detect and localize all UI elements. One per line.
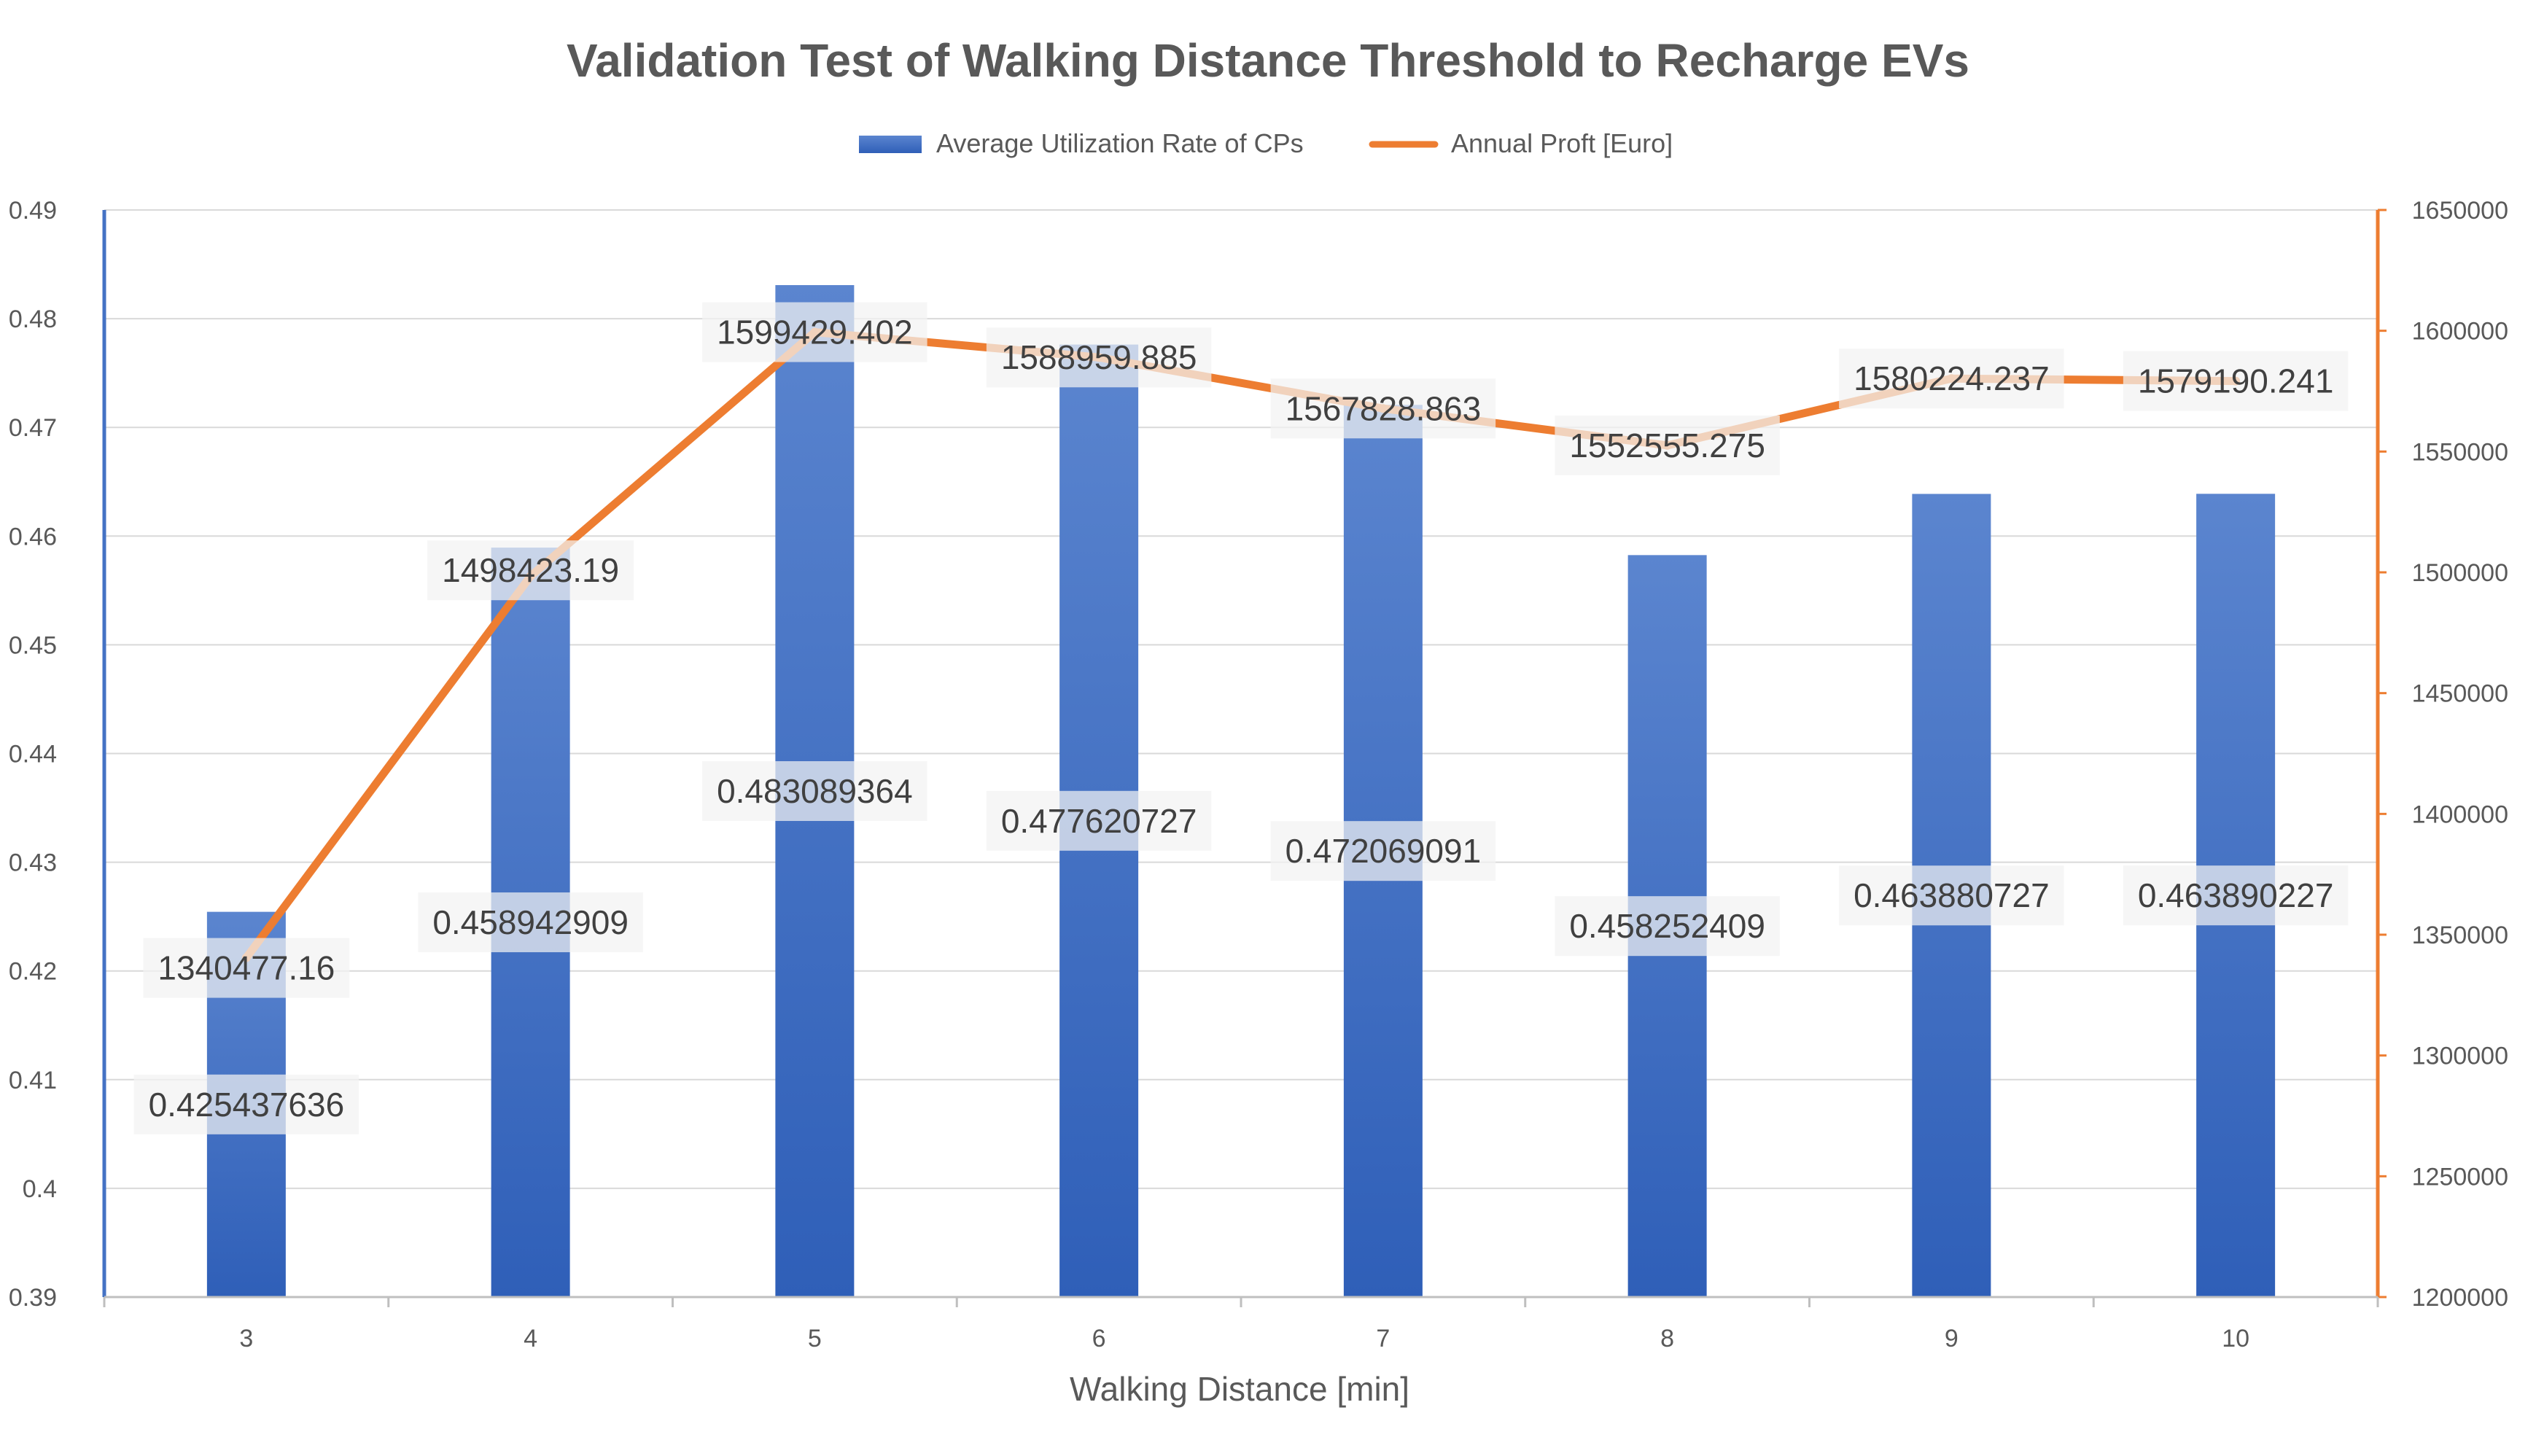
- line-data-label-bg: [1555, 415, 1780, 475]
- bar-data-label: 0.425437636: [149, 1086, 345, 1124]
- bar-data-label-bg: [418, 892, 643, 953]
- y-tick-label: 0.49: [9, 197, 57, 225]
- line-data-label-bg: [427, 540, 634, 601]
- bar-data-label: 0.463890227: [2138, 876, 2334, 914]
- y2-tick-label: 1500000: [2412, 559, 2508, 587]
- legend-label-utilization: Average Utilization Rate of CPs: [936, 128, 1304, 158]
- bar-data-label-bg: [702, 761, 927, 822]
- y-tick-label: 0.44: [9, 741, 57, 768]
- line-data-label: 1579190.241: [2138, 362, 2334, 400]
- y-tick-label: 0.48: [9, 305, 57, 333]
- x-tick-label: 5: [808, 1325, 822, 1352]
- x-tick-label: 6: [1092, 1325, 1106, 1352]
- line-data-label: 1567828.863: [1285, 389, 1482, 427]
- y-tick-label: 0.45: [9, 631, 57, 659]
- x-axis-ticks: 3 4 5 6 7 8 9 10: [239, 1325, 2249, 1352]
- bar-data-label-bg: [1555, 896, 1780, 957]
- y-tick-label: 0.4: [23, 1175, 57, 1203]
- line-data-label-bg: [2123, 351, 2349, 411]
- y2-tick-label: 1400000: [2412, 801, 2508, 828]
- axes: [102, 210, 2380, 1307]
- legend-label-profit: Annual Proft [Euro]: [1451, 128, 1673, 158]
- y2-tick-label: 1250000: [2412, 1163, 2508, 1191]
- y-tick-label: 0.42: [9, 958, 57, 986]
- x-tick-label: 4: [524, 1325, 537, 1352]
- y2-tick-label: 1300000: [2412, 1043, 2508, 1070]
- y-tick-label: 0.43: [9, 849, 57, 877]
- x-tick-label: 7: [1376, 1325, 1390, 1352]
- x-tick-label: 9: [1945, 1325, 1959, 1352]
- legend: Average Utilization Rate of CPs Annual P…: [859, 128, 1673, 158]
- right-axis-ticks: 1200000 1250000 1300000 1350000 1400000 14500…: [2378, 197, 2508, 1312]
- bar-data-label-bg: [2123, 865, 2349, 926]
- y2-tick-label: 1650000: [2412, 197, 2508, 225]
- bar-data-label-bg: [986, 790, 1212, 851]
- bar-data-label-bg: [1270, 821, 1496, 881]
- chart-title: Validation Test of Walking Distance Thre…: [567, 34, 1969, 87]
- x-tick-label: 3: [239, 1325, 253, 1352]
- line-data-labels: 1340477.16 1498423.19 1599429.402 1588959.8…: [143, 302, 2349, 998]
- left-axis-ticks: 0.39 0.4 0.41 0.42 0.43 0.44 0.45 0.46 0.47 0.48 0…: [9, 197, 57, 1312]
- bar-data-label-bg: [133, 1074, 359, 1134]
- line-data-label: 1552555.275: [1569, 427, 1765, 464]
- line-data-label-bg: [1270, 378, 1496, 439]
- y2-tick-label: 1200000: [2412, 1284, 2508, 1312]
- line-data-label-bg: [702, 302, 927, 362]
- y-tick-label: 0.41: [9, 1067, 57, 1094]
- x-tick-label: 10: [2222, 1325, 2249, 1352]
- y-tick-label: 0.46: [9, 523, 57, 550]
- bar-data-label: 0.483089364: [717, 772, 913, 810]
- legend-swatch-bar: [859, 136, 922, 153]
- bar-data-label: 0.458252409: [1569, 907, 1765, 945]
- line-data-label-bg: [986, 327, 1212, 388]
- line-data-label-bg: [143, 938, 350, 998]
- line-data-label: 1588959.885: [1001, 338, 1197, 376]
- bar-data-labels: 0.425437636 0.458942909 0.483089364 0.47762…: [133, 761, 2349, 1134]
- y2-tick-label: 1450000: [2412, 680, 2508, 708]
- bar-data-label-bg: [1839, 865, 2064, 926]
- x-tick-label: 8: [1660, 1325, 1674, 1352]
- y2-tick-label: 1550000: [2412, 438, 2508, 466]
- bar-data-label: 0.477620727: [1001, 802, 1197, 840]
- line-data-label: 1340477.16: [157, 949, 335, 987]
- bar-data-label: 0.458942909: [432, 903, 629, 941]
- y2-tick-label: 1350000: [2412, 922, 2508, 949]
- y2-tick-label: 1600000: [2412, 318, 2508, 346]
- line-data-label-bg: [1839, 349, 2064, 409]
- line-data-label: 1498423.19: [442, 551, 619, 589]
- bar-data-label: 0.472069091: [1285, 832, 1482, 870]
- y-tick-label: 0.47: [9, 414, 57, 442]
- line-data-label: 1580224.237: [1854, 359, 2050, 397]
- bar-data-label: 0.463880727: [1854, 876, 2050, 914]
- y-tick-label: 0.39: [9, 1284, 57, 1312]
- x-axis-title: Walking Distance [min]: [1070, 1370, 1409, 1408]
- line-data-label: 1599429.402: [717, 314, 913, 351]
